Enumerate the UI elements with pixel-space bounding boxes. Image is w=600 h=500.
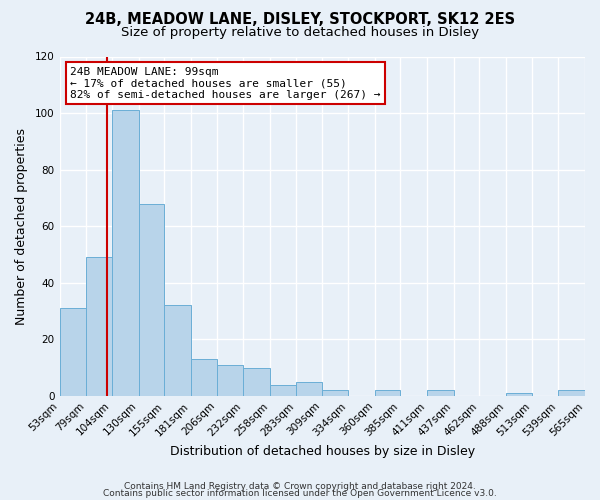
X-axis label: Distribution of detached houses by size in Disley: Distribution of detached houses by size …	[170, 444, 475, 458]
Bar	[243, 368, 270, 396]
Bar	[506, 393, 532, 396]
Bar	[559, 390, 585, 396]
Bar	[139, 204, 164, 396]
Bar	[296, 382, 322, 396]
Bar	[427, 390, 454, 396]
Text: 24B, MEADOW LANE, DISLEY, STOCKPORT, SK12 2ES: 24B, MEADOW LANE, DISLEY, STOCKPORT, SK1…	[85, 12, 515, 28]
Y-axis label: Number of detached properties: Number of detached properties	[15, 128, 28, 324]
Bar	[270, 384, 296, 396]
Bar	[191, 359, 217, 396]
Bar	[322, 390, 348, 396]
Bar	[59, 308, 86, 396]
Bar	[86, 258, 112, 396]
Bar	[112, 110, 139, 396]
Text: Contains public sector information licensed under the Open Government Licence v3: Contains public sector information licen…	[103, 489, 497, 498]
Text: 24B MEADOW LANE: 99sqm
← 17% of detached houses are smaller (55)
82% of semi-det: 24B MEADOW LANE: 99sqm ← 17% of detached…	[70, 66, 380, 100]
Bar	[374, 390, 400, 396]
Bar	[164, 306, 191, 396]
Bar	[217, 364, 243, 396]
Text: Size of property relative to detached houses in Disley: Size of property relative to detached ho…	[121, 26, 479, 39]
Text: Contains HM Land Registry data © Crown copyright and database right 2024.: Contains HM Land Registry data © Crown c…	[124, 482, 476, 491]
